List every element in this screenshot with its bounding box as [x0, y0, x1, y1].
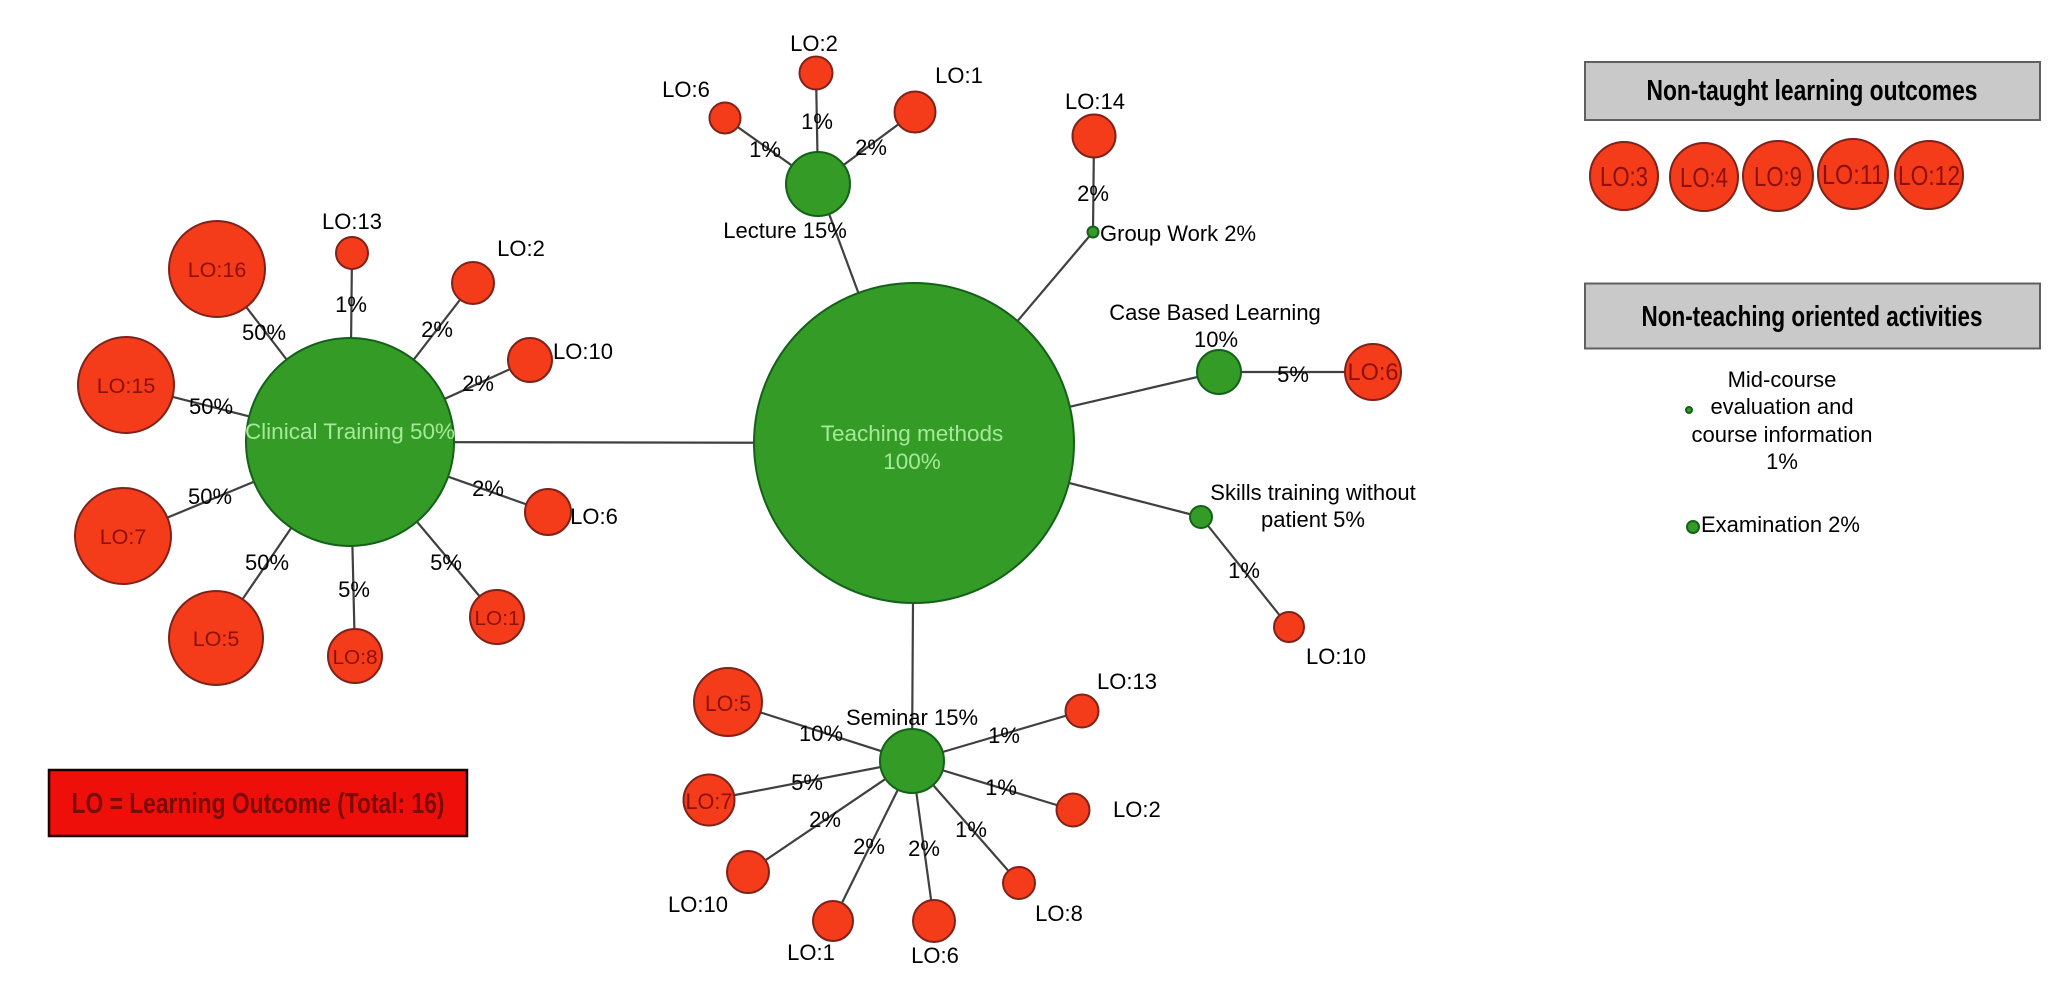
svg-text:5%: 5%: [1277, 362, 1309, 387]
svg-text:LO:6: LO:6: [911, 943, 959, 968]
svg-text:LO:14: LO:14: [1065, 89, 1125, 114]
svg-text:50%: 50%: [188, 484, 232, 509]
svg-text:LO:3: LO:3: [1600, 161, 1648, 192]
svg-text:LO:11: LO:11: [1822, 159, 1884, 190]
svg-text:patient 5%: patient 5%: [1261, 507, 1365, 532]
svg-text:LO:2: LO:2: [497, 236, 545, 261]
svg-text:1%: 1%: [801, 109, 833, 134]
svg-text:LO:8: LO:8: [333, 647, 378, 669]
svg-text:2%: 2%: [908, 836, 940, 861]
svg-text:LO:10: LO:10: [668, 892, 728, 917]
svg-text:2%: 2%: [462, 371, 494, 396]
svg-text:evaluation and: evaluation and: [1710, 394, 1853, 419]
svg-text:LO:5: LO:5: [705, 691, 751, 716]
svg-text:Case Based Learning: Case Based Learning: [1109, 300, 1321, 325]
svg-text:50%: 50%: [242, 320, 286, 345]
svg-text:2%: 2%: [421, 317, 453, 342]
svg-text:LO:13: LO:13: [322, 209, 382, 234]
svg-text:LO:2: LO:2: [1113, 797, 1161, 822]
svg-text:1%: 1%: [335, 292, 367, 317]
svg-text:LO:6: LO:6: [570, 504, 618, 529]
svg-text:Group Work 2%: Group Work 2%: [1100, 221, 1256, 246]
svg-text:Clinical Training 50%: Clinical Training 50%: [245, 419, 455, 444]
svg-text:LO:6: LO:6: [1348, 359, 1399, 386]
svg-text:LO:2: LO:2: [790, 31, 838, 56]
svg-text:LO:6: LO:6: [662, 77, 710, 102]
svg-text:LO:4: LO:4: [1680, 162, 1728, 193]
svg-text:LO:1: LO:1: [787, 940, 835, 965]
svg-text:10%: 10%: [1194, 327, 1238, 352]
svg-text:Lecture 15%: Lecture 15%: [723, 218, 847, 243]
svg-text:5%: 5%: [430, 550, 462, 575]
svg-text:10%: 10%: [799, 721, 843, 746]
svg-text:1%: 1%: [955, 817, 987, 842]
svg-text:2%: 2%: [809, 807, 841, 832]
svg-text:LO:9: LO:9: [1754, 161, 1802, 192]
svg-text:LO:10: LO:10: [553, 339, 613, 364]
svg-text:Non-taught learning outcomes: Non-taught learning outcomes: [1647, 75, 1978, 107]
svg-text:2%: 2%: [472, 476, 504, 501]
svg-text:LO:1: LO:1: [935, 63, 983, 88]
svg-text:Skills training without: Skills training without: [1210, 480, 1415, 505]
svg-text:LO:15: LO:15: [97, 374, 156, 398]
svg-text:1%: 1%: [985, 775, 1017, 800]
svg-text:Examination 2%: Examination 2%: [1701, 512, 1860, 537]
svg-text:LO:1: LO:1: [475, 608, 520, 630]
svg-text:1%: 1%: [988, 723, 1020, 748]
svg-text:LO:13: LO:13: [1097, 669, 1157, 694]
svg-text:1%: 1%: [1228, 558, 1260, 583]
svg-text:LO:10: LO:10: [1306, 644, 1366, 669]
svg-text:50%: 50%: [245, 550, 289, 575]
svg-text:Non-teaching oriented activiti: Non-teaching oriented activities: [1642, 301, 1983, 333]
svg-text:2%: 2%: [853, 834, 885, 859]
svg-text:course information: course information: [1692, 422, 1873, 447]
svg-text:LO:7: LO:7: [100, 525, 147, 549]
svg-text:Mid-course: Mid-course: [1728, 367, 1837, 392]
svg-text:5%: 5%: [791, 770, 823, 795]
svg-text:2%: 2%: [1077, 181, 1109, 206]
svg-text:50%: 50%: [189, 394, 233, 419]
svg-text:LO:12: LO:12: [1898, 160, 1960, 191]
svg-text:1%: 1%: [749, 137, 781, 162]
svg-text:100%: 100%: [883, 449, 941, 474]
svg-text:1%: 1%: [1766, 449, 1798, 474]
svg-text:Teaching methods: Teaching methods: [821, 421, 1004, 446]
svg-text:LO:5: LO:5: [193, 627, 240, 651]
svg-text:LO = Learning Outcome (Total:: LO = Learning Outcome (Total: 16): [72, 788, 445, 820]
svg-text:LO:16: LO:16: [188, 258, 247, 282]
svg-text:Seminar 15%: Seminar 15%: [846, 705, 978, 730]
svg-text:5%: 5%: [338, 577, 370, 602]
svg-text:LO:8: LO:8: [1035, 901, 1083, 926]
svg-text:2%: 2%: [855, 135, 887, 160]
svg-text:LO:7: LO:7: [686, 789, 733, 814]
